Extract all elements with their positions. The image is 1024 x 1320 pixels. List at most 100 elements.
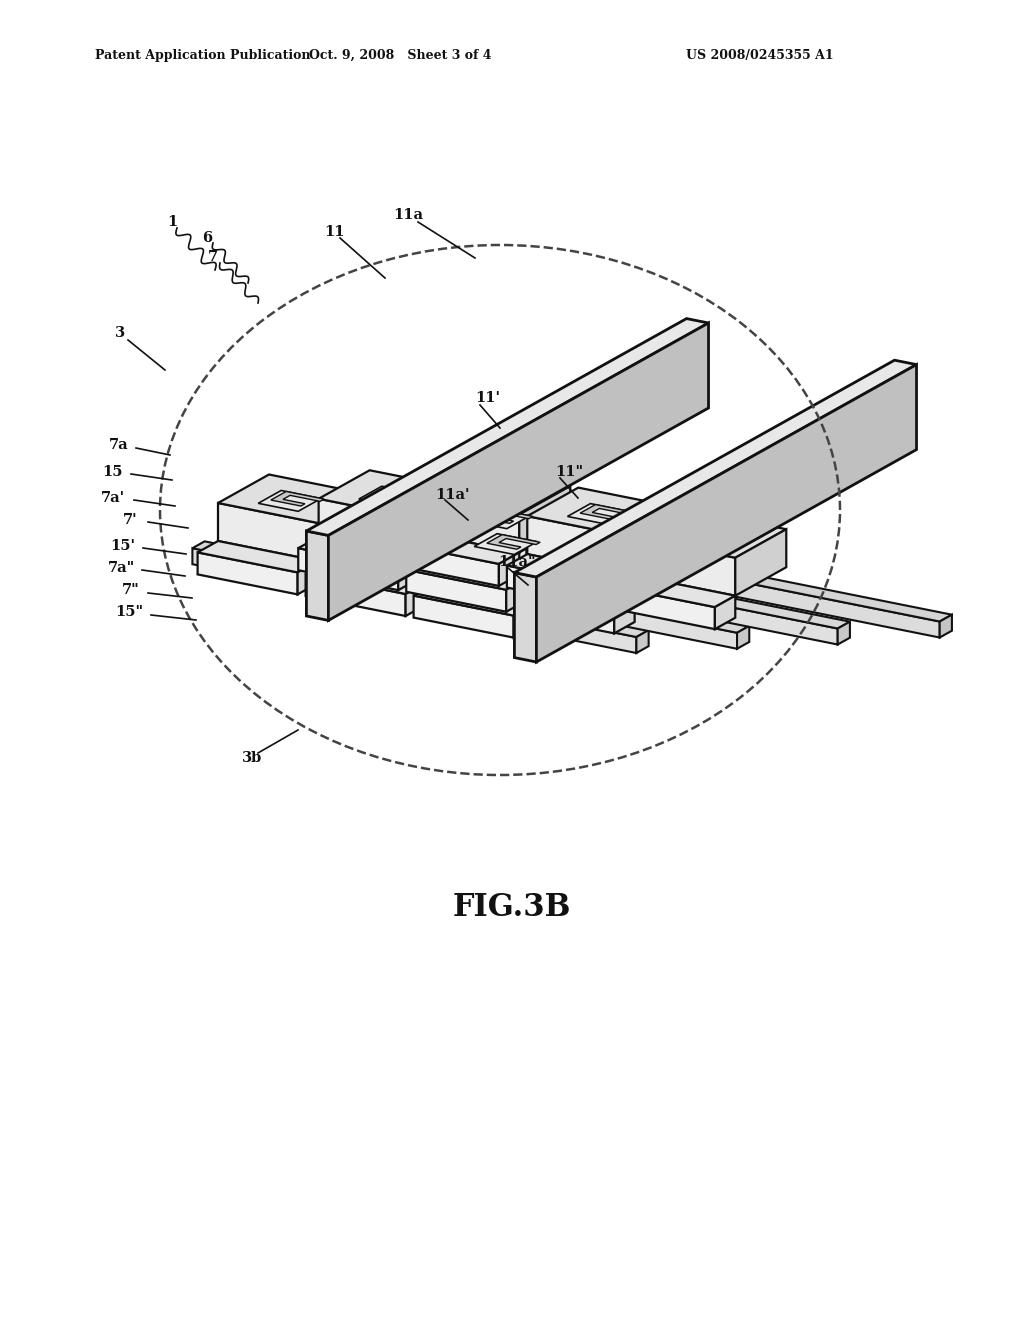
Polygon shape [367, 512, 429, 533]
Polygon shape [514, 573, 537, 663]
Polygon shape [293, 537, 750, 632]
Polygon shape [514, 360, 916, 577]
Text: 7": 7" [122, 583, 140, 597]
Polygon shape [496, 533, 940, 638]
Polygon shape [676, 525, 738, 546]
Polygon shape [427, 492, 578, 540]
Polygon shape [218, 503, 318, 561]
Text: 7: 7 [208, 249, 218, 264]
Polygon shape [567, 504, 631, 524]
Polygon shape [628, 508, 678, 574]
Polygon shape [514, 591, 614, 634]
Text: 7a': 7a' [101, 491, 125, 506]
Polygon shape [193, 548, 636, 653]
Polygon shape [607, 574, 628, 607]
Polygon shape [635, 537, 735, 595]
Polygon shape [426, 516, 477, 582]
Polygon shape [379, 513, 432, 528]
Polygon shape [514, 579, 635, 611]
Polygon shape [535, 543, 635, 601]
Polygon shape [419, 466, 570, 515]
Polygon shape [326, 524, 426, 582]
Polygon shape [393, 540, 838, 644]
Polygon shape [293, 544, 737, 648]
Polygon shape [688, 527, 741, 541]
Polygon shape [326, 496, 477, 545]
Polygon shape [406, 582, 426, 616]
Polygon shape [715, 595, 735, 630]
Polygon shape [271, 491, 325, 506]
Polygon shape [496, 525, 952, 622]
Polygon shape [298, 561, 318, 594]
Text: 11a": 11a" [498, 554, 536, 569]
Polygon shape [479, 508, 532, 524]
Polygon shape [527, 487, 678, 536]
Polygon shape [414, 595, 514, 638]
Polygon shape [305, 562, 426, 594]
Text: 7a: 7a [109, 438, 128, 451]
Polygon shape [399, 544, 499, 586]
Polygon shape [372, 487, 425, 502]
Polygon shape [735, 529, 786, 595]
Polygon shape [218, 474, 369, 523]
Text: 6: 6 [202, 231, 212, 246]
Text: 11a': 11a' [435, 488, 469, 502]
Polygon shape [527, 516, 628, 574]
Text: 11: 11 [325, 224, 345, 239]
Polygon shape [588, 531, 641, 545]
Text: 15: 15 [102, 465, 123, 479]
Polygon shape [318, 495, 369, 561]
Polygon shape [358, 486, 422, 507]
Polygon shape [329, 323, 709, 620]
Polygon shape [298, 537, 419, 568]
Polygon shape [472, 483, 525, 498]
Polygon shape [298, 548, 398, 590]
Text: Oct. 9, 2008   Sheet 3 of 4: Oct. 9, 2008 Sheet 3 of 4 [309, 49, 492, 62]
Text: 3b: 3b [242, 751, 262, 766]
Polygon shape [534, 537, 585, 605]
Polygon shape [514, 605, 534, 638]
Text: 11a: 11a [393, 209, 423, 222]
Polygon shape [419, 495, 519, 553]
Polygon shape [499, 553, 519, 586]
Polygon shape [460, 482, 522, 503]
Text: 11": 11" [555, 465, 583, 479]
Polygon shape [258, 491, 322, 511]
Text: US 2008/0245355 A1: US 2008/0245355 A1 [686, 49, 834, 62]
Polygon shape [838, 622, 850, 644]
Text: FIG.3B: FIG.3B [453, 892, 571, 924]
Polygon shape [434, 517, 585, 566]
Polygon shape [507, 565, 607, 607]
Polygon shape [581, 504, 634, 519]
Polygon shape [305, 574, 406, 616]
Polygon shape [193, 541, 648, 638]
Polygon shape [519, 486, 570, 553]
Polygon shape [306, 531, 329, 620]
Polygon shape [198, 552, 298, 594]
Polygon shape [636, 630, 648, 653]
Text: 1: 1 [167, 215, 177, 228]
Polygon shape [407, 570, 506, 611]
Polygon shape [427, 520, 526, 578]
Text: 11': 11' [475, 391, 500, 405]
Polygon shape [434, 546, 534, 605]
Polygon shape [474, 533, 538, 554]
Polygon shape [306, 318, 709, 536]
Polygon shape [537, 364, 916, 663]
Text: 3: 3 [115, 326, 125, 341]
Text: 15": 15" [115, 605, 143, 619]
Polygon shape [398, 557, 419, 590]
Polygon shape [407, 558, 526, 590]
Polygon shape [506, 578, 526, 611]
Polygon shape [737, 626, 750, 648]
Polygon shape [486, 535, 540, 549]
Polygon shape [318, 470, 470, 519]
Polygon shape [940, 615, 952, 638]
Text: Patent Application Publication: Patent Application Publication [95, 49, 310, 62]
Polygon shape [318, 499, 419, 557]
Polygon shape [614, 587, 715, 630]
Polygon shape [507, 554, 628, 586]
Text: 7a": 7a" [108, 561, 135, 576]
Polygon shape [635, 510, 786, 558]
Polygon shape [419, 490, 470, 557]
